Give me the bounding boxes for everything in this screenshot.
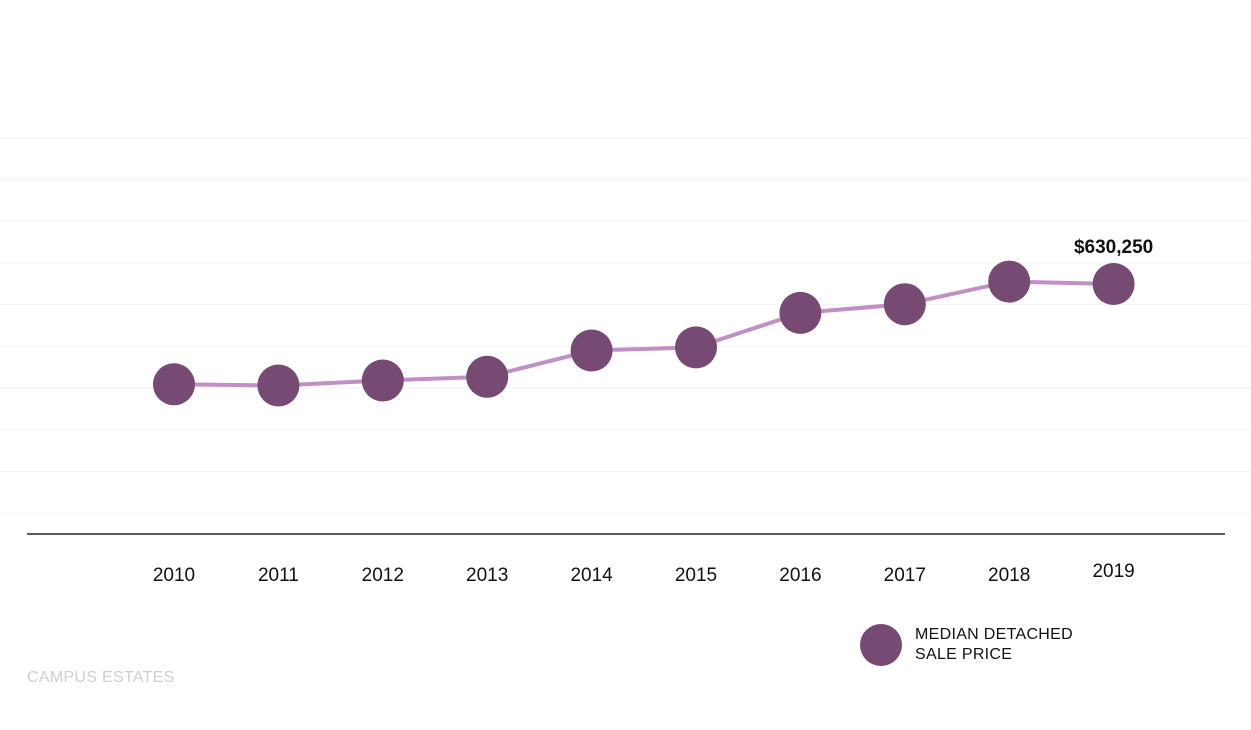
data-point-2013	[466, 355, 509, 398]
x-axis-ticks: 2010 2011 2012 2013 2014 2015 2016 2017 2018 2019	[153, 561, 1135, 586]
data-point-2012	[361, 359, 404, 402]
gridlines	[0, 137, 1251, 514]
data-point-2019	[1092, 263, 1135, 305]
x-tick-label: 2014	[570, 565, 613, 586]
data-point-2018	[988, 260, 1031, 303]
x-tick-label: 2019	[1092, 561, 1134, 582]
series-median-detached-sale-price	[153, 260, 1135, 407]
x-tick-label: 2011	[258, 565, 299, 586]
data-labels: $630,250	[1074, 237, 1153, 258]
data-point-2010	[153, 363, 195, 406]
data-point-2015	[675, 326, 717, 369]
legend-label: MEDIAN DETACHED SALE PRICE	[915, 626, 1073, 663]
x-tick-label: 2018	[988, 565, 1030, 586]
x-tick-label: 2013	[466, 565, 508, 586]
legend-marker-icon	[860, 624, 902, 666]
series-line	[173, 279, 1114, 388]
data-label-2019: $630,250	[1074, 237, 1153, 258]
data-point-2014	[570, 329, 613, 372]
x-tick-label: 2015	[675, 565, 717, 586]
legend: MEDIAN DETACHED SALE PRICE	[860, 624, 1095, 666]
data-point-2011	[257, 364, 300, 407]
x-tick-label: 2016	[779, 565, 821, 586]
x-tick-label: 2010	[153, 565, 195, 586]
x-tick-label: 2012	[362, 565, 404, 586]
data-point-2017	[883, 283, 926, 326]
x-tick-label: 2017	[884, 565, 926, 586]
brand-watermark: CAMPUS ESTATES	[27, 669, 175, 686]
data-point-2016	[779, 291, 822, 334]
